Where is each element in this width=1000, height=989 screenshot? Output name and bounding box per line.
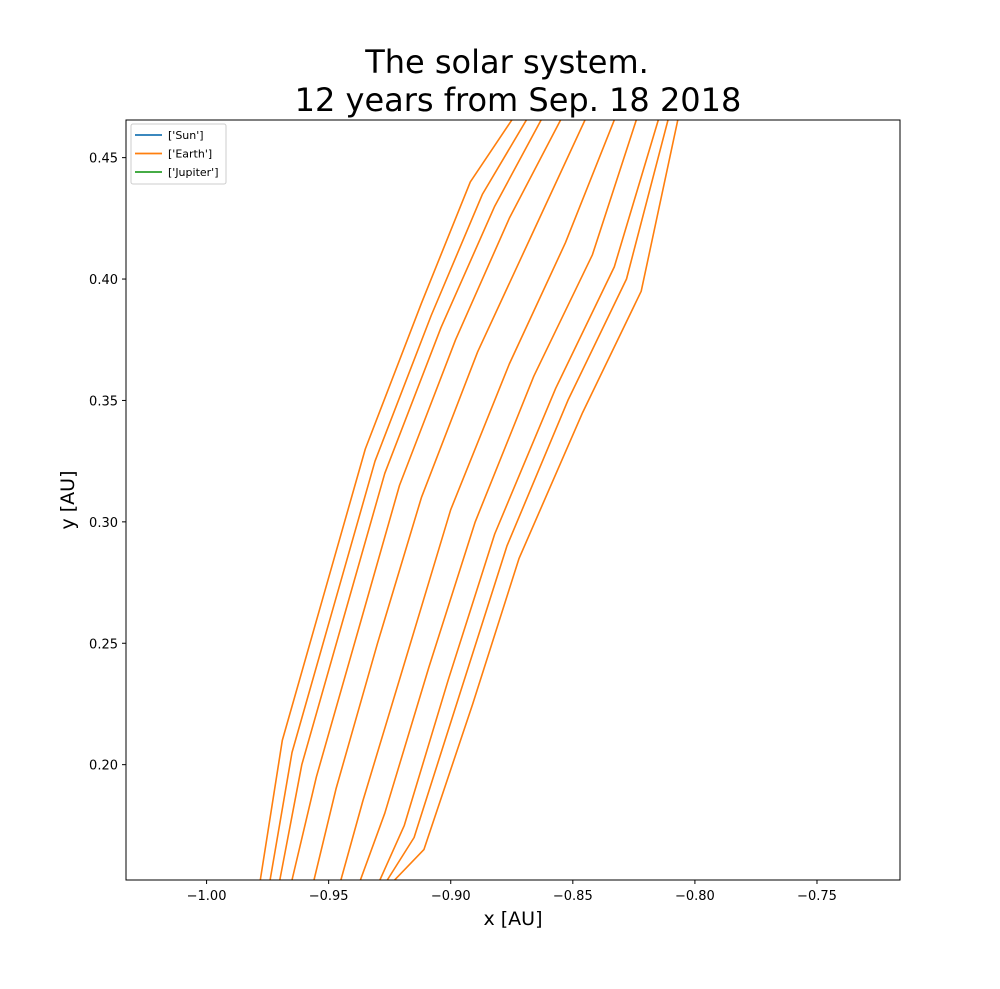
y-axis-ticks: 0.20 0.25 0.30 0.35 0.40 0.45: [89, 152, 126, 774]
x-axis-ticks: −1.00 −0.95 −0.90 −0.85 −0.80 −0.75: [187, 880, 837, 904]
series-layer: [259, 120, 679, 880]
y-tick-label-3: 0.30: [89, 516, 118, 531]
legend-frame: [130, 123, 227, 185]
y-tick-label-2: 0.25: [89, 637, 118, 652]
x-tick-label-2: −0.95: [309, 889, 349, 904]
y-tick-label-5: 0.40: [89, 273, 118, 288]
x-tick-label-1: −1.00: [187, 889, 227, 904]
series-line-10: [394, 120, 679, 880]
series-line-3: [279, 120, 542, 880]
series-line-5: [313, 120, 586, 880]
y-tick-label-6: 0.45: [89, 152, 118, 167]
chart-title-line-1: The solar system.: [364, 43, 649, 81]
series-line-6: [340, 120, 616, 880]
legend-label-3: ['Jupiter']: [168, 166, 219, 179]
chart-title-line-2: 12 years from Sep. 18 2018: [295, 81, 742, 119]
plot-frame: [125, 119, 901, 881]
x-tick-label-6: −0.75: [797, 889, 837, 904]
legend-label-2: ['Earth']: [168, 148, 212, 161]
series-line-9: [386, 120, 669, 880]
legend-label-1: ['Sun']: [168, 129, 204, 142]
series-line-8: [379, 120, 660, 880]
series-line-7: [359, 120, 638, 880]
x-tick-label-5: −0.80: [675, 889, 715, 904]
series-line-1: [259, 120, 513, 880]
y-tick-label-4: 0.35: [89, 394, 118, 409]
y-tick-label-1: 0.20: [89, 759, 118, 774]
series-line-2: [269, 120, 528, 880]
x-axis-label: x [AU]: [483, 908, 542, 930]
y-axis-label: y [AU]: [57, 470, 79, 529]
x-tick-label-3: −0.90: [431, 889, 471, 904]
series-line-4: [291, 120, 562, 880]
legend: ['Sun'] ['Earth'] ['Jupiter']: [130, 123, 227, 185]
x-tick-label-4: −0.85: [553, 889, 593, 904]
